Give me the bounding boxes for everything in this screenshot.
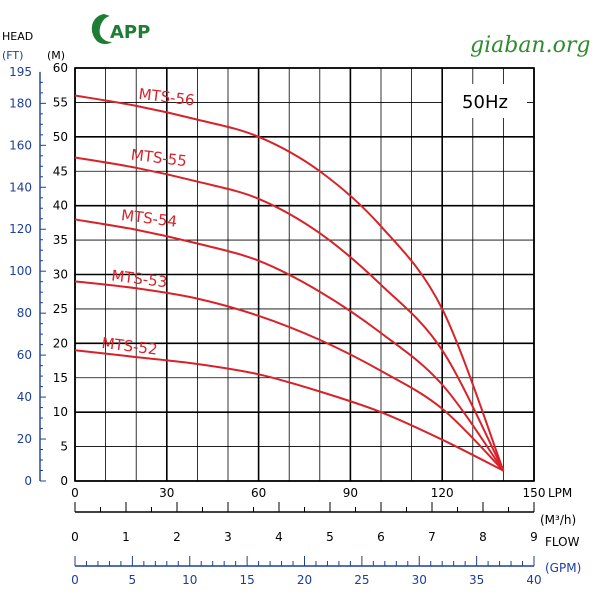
m3h-tick-label: 9 xyxy=(530,530,538,544)
m3h-tick-label: 4 xyxy=(275,530,283,544)
m3h-unit-label: (M³/h) xyxy=(540,513,576,527)
y-tick-label-ft: 180 xyxy=(9,96,32,110)
logo-swoosh-icon xyxy=(91,14,112,45)
gpm-tick-label: 15 xyxy=(239,573,254,587)
y-tick-label-m: 0 xyxy=(60,474,68,488)
series-line-mts-53 xyxy=(74,280,505,472)
y-tick-label-ft: 80 xyxy=(17,306,32,320)
ft-unit-label: (FT) xyxy=(2,49,23,62)
gpm-tick-label: 30 xyxy=(412,573,427,587)
y-tick-label-m: 30 xyxy=(53,268,68,282)
m3h-tick-label: 6 xyxy=(377,530,385,544)
flow-label: FLOW xyxy=(545,535,580,549)
watermark: giaban.org xyxy=(470,33,590,58)
series-line-mts-55 xyxy=(74,156,505,472)
y-tick-label-m: 10 xyxy=(53,405,68,419)
m3h-tick-label: 5 xyxy=(326,530,334,544)
m-unit-label: (M) xyxy=(47,49,65,62)
series-label-mts-56: MTS-56 xyxy=(138,85,196,110)
series-line-mts-54 xyxy=(74,218,505,472)
gpm-tick-label: 35 xyxy=(469,573,484,587)
x-tick-label-lpm: 60 xyxy=(251,486,266,500)
gpm-tick-label: 10 xyxy=(182,573,197,587)
x-tick-label-lpm: 120 xyxy=(431,486,454,500)
y-tick-label-ft: 0 xyxy=(24,474,32,488)
y-tick-label-m: 15 xyxy=(53,371,68,385)
y-tick-label-ft: 195 xyxy=(9,65,32,79)
frequency-label: 50Hz xyxy=(462,92,508,113)
m3h-tick-label: 3 xyxy=(224,530,232,544)
y-tick-label-ft: 160 xyxy=(9,138,32,152)
y-tick-label-m: 20 xyxy=(53,336,68,350)
flow-axes: 0 1 2 3 4 5 6 7 8 9(M³/h) FLOW 0 5 10 15 20 25 30 35 40 (GPM… xyxy=(71,502,581,587)
y-tick-label-m: 55 xyxy=(53,95,68,109)
m3h-tick-label: 8 xyxy=(479,530,487,544)
y-tick-label-ft: 100 xyxy=(9,264,32,278)
head-label: HEAD xyxy=(2,30,33,43)
gpm-tick-label: 5 xyxy=(129,573,137,587)
frequency-box xyxy=(443,84,527,118)
y-tick-label-ft: 60 xyxy=(17,348,32,362)
y-tick-label-ft: 140 xyxy=(9,180,32,194)
gpm-tick-label: 20 xyxy=(297,573,312,587)
m3h-tick-label: 0 xyxy=(71,530,79,544)
app-logo: APP xyxy=(91,14,150,45)
m3h-tick-label: 2 xyxy=(173,530,181,544)
m3h-tick-label: 1 xyxy=(122,530,130,544)
series-label-mts-55: MTS-55 xyxy=(130,146,188,171)
y-tick-label-m: 60 xyxy=(53,61,68,75)
gpm-unit-label: (GPM) xyxy=(545,561,581,575)
y-tick-label-m: 40 xyxy=(53,199,68,213)
tick-labels: 0 5 10 15 20 25 30 35 40 45 50 55 60 0 20 40 60 80 100 120 1… xyxy=(9,61,572,500)
y-tick-label-m: 25 xyxy=(53,302,68,316)
plot-frame xyxy=(74,67,535,482)
x-tick-label-lpm: 90 xyxy=(343,486,358,500)
series-line-mts-52 xyxy=(74,349,504,472)
gpm-tick-label: 25 xyxy=(354,573,369,587)
x-tick-label-lpm: 0 xyxy=(71,486,79,500)
gpm-tick-label: 40 xyxy=(526,573,541,587)
y-tick-label-m: 45 xyxy=(53,164,68,178)
logo-text: APP xyxy=(110,22,150,43)
series-label-mts-53: MTS-53 xyxy=(110,267,168,292)
y-tick-label-ft: 120 xyxy=(9,222,32,236)
lpm-unit-label: LPM xyxy=(548,486,572,500)
y-tick-label-m: 5 xyxy=(60,440,68,454)
watermark-text: giaban.org xyxy=(470,33,590,58)
gpm-tick-label: 0 xyxy=(71,573,79,587)
y-tick-label-m: 35 xyxy=(53,233,68,247)
y-tick-label-ft: 20 xyxy=(17,432,32,446)
y-tick-label-m: 50 xyxy=(53,130,68,144)
x-tick-label-lpm: 150 xyxy=(523,486,546,500)
series-line-mts-56 xyxy=(74,94,505,472)
series-label-mts-54: MTS-54 xyxy=(120,206,178,231)
y-tick-label-ft: 40 xyxy=(17,390,32,404)
m3h-tick-label: 7 xyxy=(428,530,436,544)
x-tick-label-lpm: 30 xyxy=(159,486,174,500)
